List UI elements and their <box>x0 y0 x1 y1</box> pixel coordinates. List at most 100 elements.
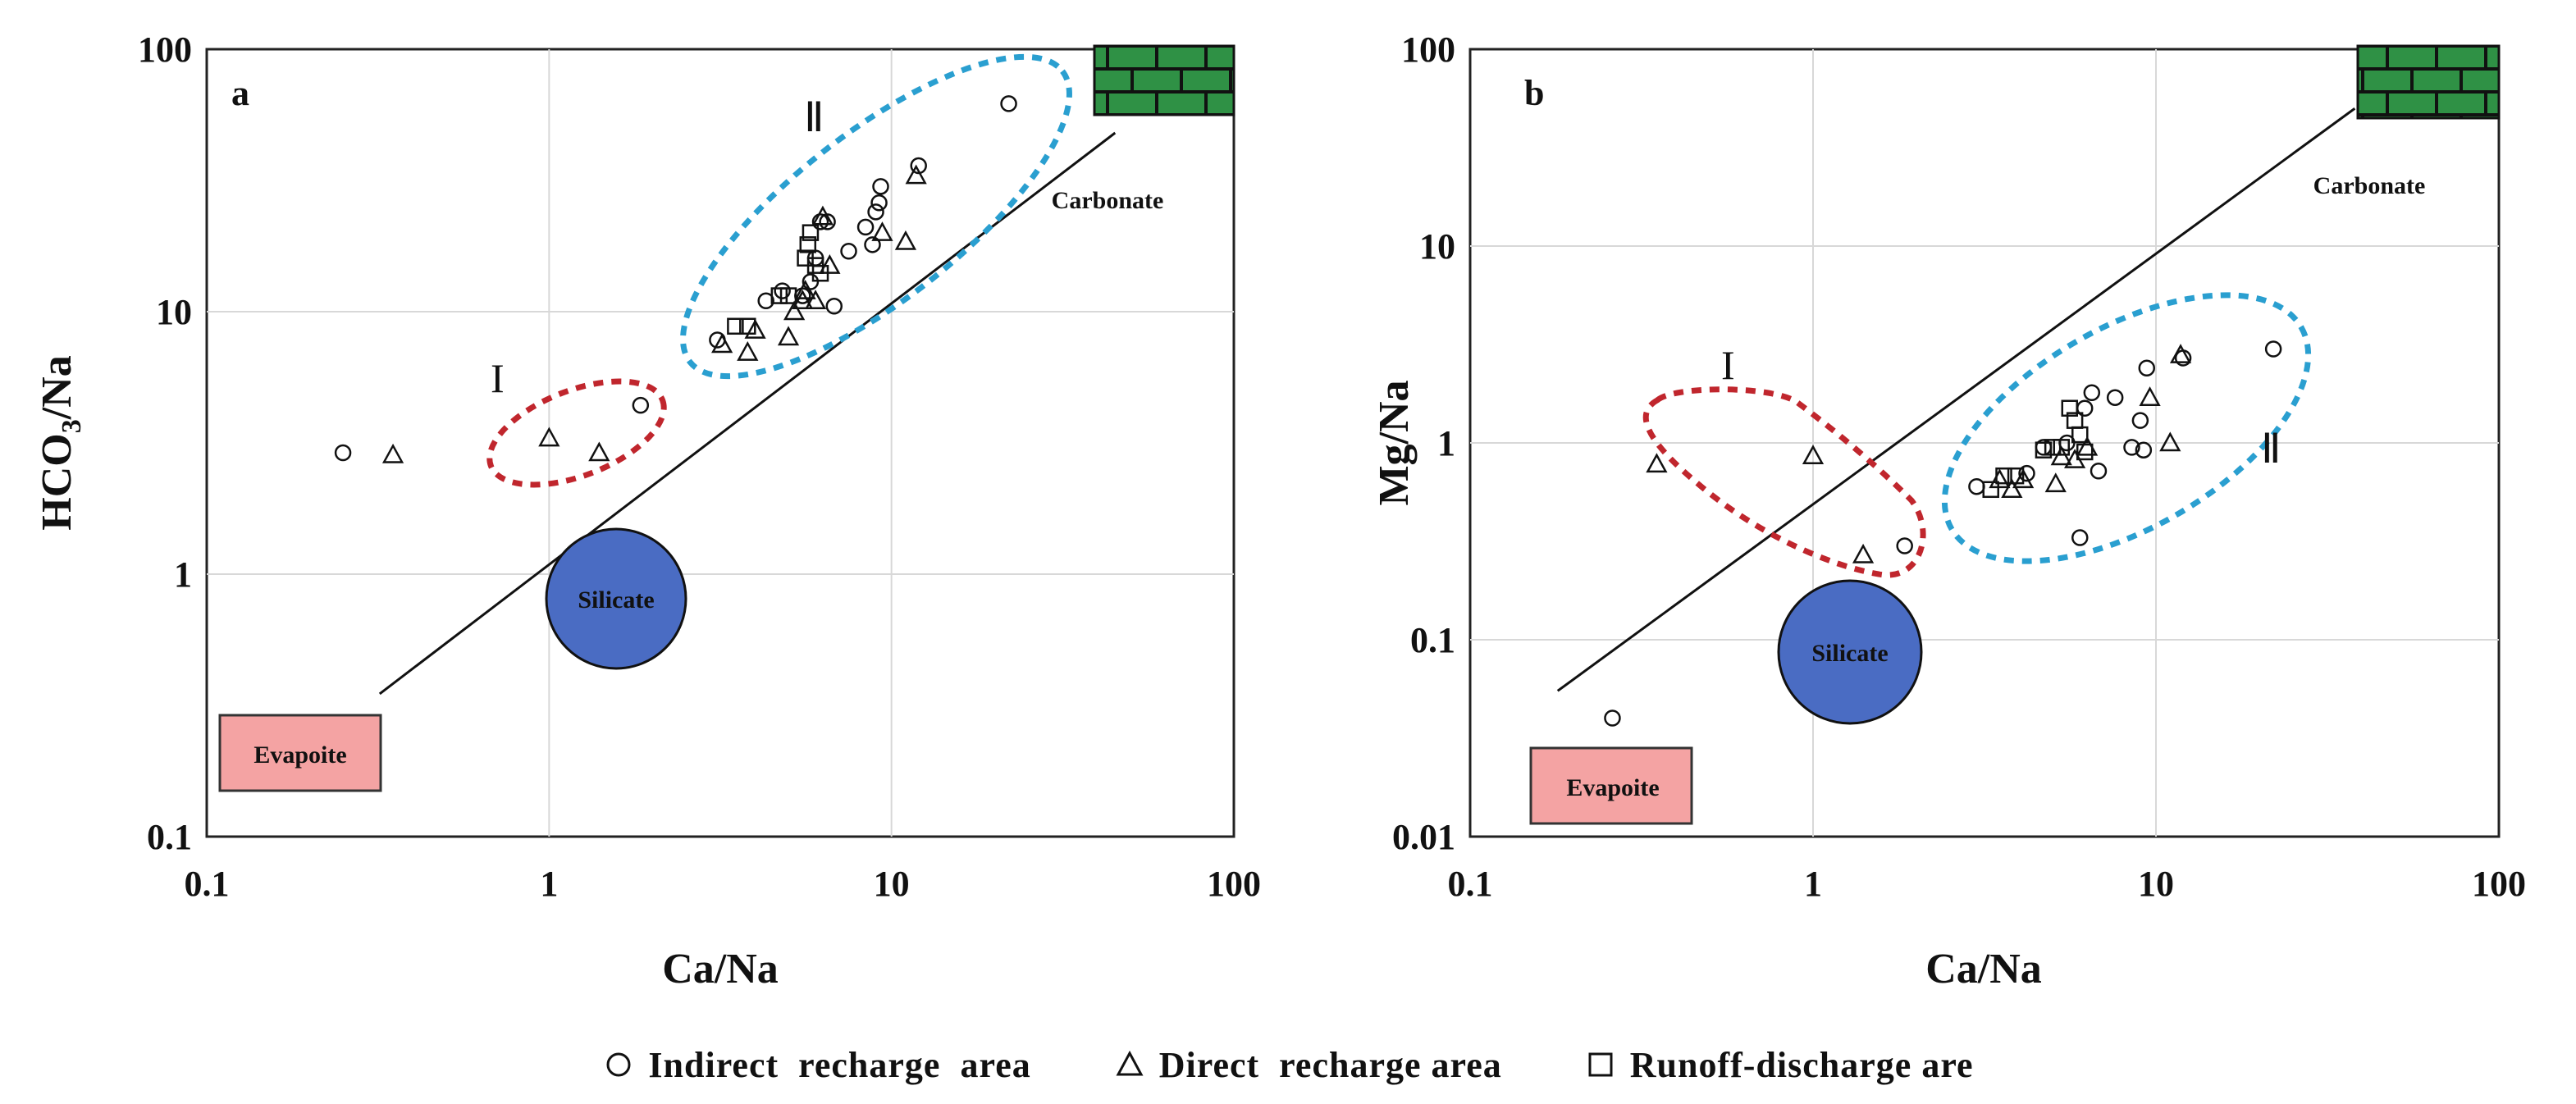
zone-ii-label-b: Ⅱ <box>2261 426 2281 472</box>
legend-label-runoff: Runoff-discharge are <box>1629 1044 1974 1085</box>
evaporite-label-a: Evapoite <box>253 741 346 769</box>
evaporite-region-b <box>1529 746 1693 825</box>
data-point-square <box>2007 467 2025 485</box>
y-axis-label-a: HCO3/Na <box>34 355 87 530</box>
y-tick-label: 0.1 <box>1410 620 1455 660</box>
plot-frame-a <box>205 48 1235 838</box>
x-tick-label: 10 <box>2138 864 2174 904</box>
data-point-triangle <box>811 205 834 226</box>
x-tick-label: 10 <box>874 864 910 904</box>
data-point-triangle <box>894 230 917 250</box>
data-point-circle <box>2123 439 2140 456</box>
y-axis-label-b: Mg/Na <box>1371 380 1418 505</box>
silicate-region-b <box>1777 579 1923 725</box>
data-point-triangle <box>1646 453 1668 473</box>
data-point-circle <box>825 297 843 315</box>
zone-ii-ellipse-a <box>680 53 1072 380</box>
data-point-square <box>799 236 817 253</box>
data-point-triangle <box>588 441 610 462</box>
data-point-triangle <box>871 221 893 241</box>
circle-marker-icon <box>606 1052 631 1077</box>
x-tick-label: 100 <box>2472 864 2526 904</box>
data-point-circle <box>774 282 791 299</box>
x-tick-label: 0.1 <box>185 864 230 904</box>
data-points-a <box>334 95 1017 463</box>
zone-i-ellipse-a <box>486 378 667 488</box>
data-point-square <box>727 317 744 335</box>
data-point-square <box>2071 426 2089 444</box>
legend-item-direct: Direct recharge area <box>1113 1044 1502 1086</box>
data-point-square <box>770 287 788 304</box>
data-point-triangle <box>1802 445 1825 464</box>
data-point-triangle <box>2169 344 2192 363</box>
gridlines-b <box>1470 49 2499 837</box>
data-point-circle <box>2018 464 2035 482</box>
silicate-label-b: Silicate <box>1811 640 1888 667</box>
zone-i-label-a: I <box>491 355 505 401</box>
tick-labels-a: 0.1 1 10 100 0.1 1 10 100 <box>138 30 1261 904</box>
panel-letter-a: a <box>231 73 249 113</box>
data-point-triangle <box>1989 468 2011 489</box>
data-point-circle <box>864 236 881 253</box>
data-point-circle <box>1000 95 1017 112</box>
carbonate-label-a: Carbonate <box>1052 187 1164 214</box>
data-point-triangle <box>538 427 560 447</box>
y-tick-label: 100 <box>138 30 192 70</box>
x-axis-label-b: Ca/Na <box>1925 946 2042 992</box>
carbonate-block-b <box>2356 44 2501 120</box>
y-tick-label: 100 <box>1401 30 1455 70</box>
data-points-b <box>1604 340 2282 727</box>
data-point-circle <box>867 203 884 221</box>
legend: Indirect recharge area Direct recharge a… <box>0 1032 2576 1097</box>
data-point-circle <box>802 273 820 290</box>
carbonate-label-b: Carbonate <box>2313 172 2426 199</box>
data-point-square <box>1995 467 2012 485</box>
data-point-square <box>2053 439 2070 456</box>
reference-line-a <box>378 131 1117 696</box>
evaporite-region-a <box>218 714 382 792</box>
data-point-circle <box>334 444 352 462</box>
data-point-circle <box>840 243 857 260</box>
zone-i-label-b: I <box>1721 342 1735 388</box>
data-point-circle <box>1604 709 1621 727</box>
y-tick-label: 10 <box>156 292 192 332</box>
data-point-triangle <box>2050 445 2072 466</box>
data-point-square <box>2044 439 2062 456</box>
data-point-square <box>1982 481 1999 499</box>
y-tick-label: 0.1 <box>147 817 192 857</box>
data-point-triangle <box>744 318 766 339</box>
legend-item-runoff: Runoff-discharge are <box>1584 1044 1974 1086</box>
silicate-label-a: Silicate <box>578 586 654 614</box>
data-point-circle <box>872 178 889 195</box>
data-point-triangle <box>2139 386 2161 406</box>
data-point-circle <box>870 194 888 212</box>
x-tick-label: 0.1 <box>1448 864 1493 904</box>
square-marker-icon <box>1588 1052 1613 1077</box>
data-point-triangle <box>2159 431 2181 452</box>
gridlines-a <box>207 49 1234 837</box>
data-point-square <box>2035 441 2053 458</box>
y-tick-label: 1 <box>1437 423 1455 463</box>
triangle-marker-icon <box>1116 1050 1144 1076</box>
data-point-square <box>2061 399 2078 417</box>
zone-ii-label-a: Ⅱ <box>804 94 824 140</box>
x-tick-label: 100 <box>1207 864 1261 904</box>
panel-letter-b: b <box>1524 73 1544 113</box>
data-point-circle <box>856 218 875 236</box>
x-tick-label: 1 <box>1804 864 1822 904</box>
data-point-circle <box>2138 359 2156 376</box>
data-point-circle <box>811 213 829 230</box>
panel-a: I Ⅱ Silicate Evapoite Carbonate a 0.1 1 10… <box>34 30 1261 992</box>
data-point-triangle <box>777 326 800 346</box>
data-point-triangle <box>2001 478 2023 499</box>
data-point-triangle <box>804 290 827 310</box>
data-point-square <box>779 287 797 304</box>
data-point-circle <box>2131 412 2149 429</box>
legend-label-indirect: Indirect recharge area <box>648 1044 1031 1085</box>
data-point-square <box>2076 443 2094 461</box>
silicate-region-a <box>545 527 687 670</box>
data-point-triangle <box>905 164 927 185</box>
data-point-triangle <box>1852 543 1875 563</box>
data-point-triangle <box>794 280 816 299</box>
